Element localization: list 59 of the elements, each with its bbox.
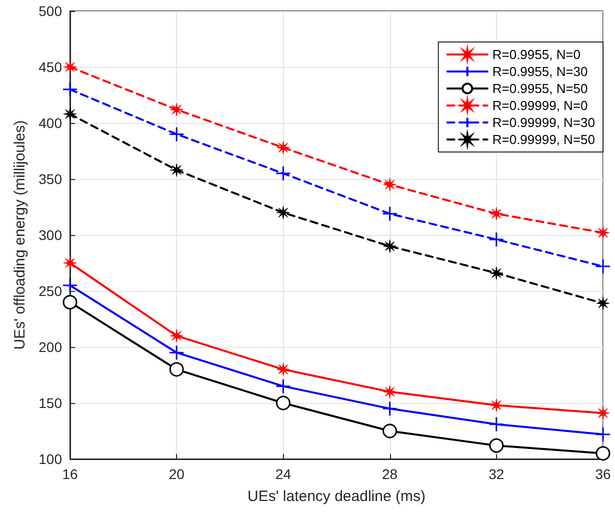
point [275, 378, 291, 394]
legend-label: R=0.9955, N=0 [492, 47, 581, 62]
point [170, 102, 184, 116]
y-tick-label: 200 [38, 339, 62, 355]
point [490, 206, 504, 220]
y-tick-label: 400 [38, 115, 62, 131]
x-tick-label: 16 [62, 466, 78, 482]
point [488, 416, 504, 432]
point [276, 396, 290, 410]
point [382, 206, 398, 222]
y-tick-label: 250 [38, 283, 62, 299]
point [170, 329, 184, 343]
point [383, 385, 397, 399]
point [595, 258, 611, 274]
point [170, 163, 184, 177]
legend-label: R=0.9955, N=30 [492, 64, 588, 79]
point [596, 226, 610, 240]
point [63, 256, 77, 270]
point [383, 178, 397, 192]
point [63, 107, 77, 121]
point [488, 232, 504, 248]
point [276, 206, 290, 220]
y-tick-label: 100 [38, 451, 62, 467]
legend-label: R=0.99999, N=0 [492, 98, 588, 113]
point [382, 400, 398, 416]
y-tick-label: 450 [38, 59, 62, 75]
y-tick-label: 500 [38, 3, 62, 19]
point [596, 296, 610, 310]
point [489, 438, 504, 453]
point [276, 140, 290, 154]
x-tick-label: 24 [275, 466, 292, 482]
x-tick-label: 32 [488, 466, 504, 482]
point [62, 294, 78, 310]
point [382, 424, 398, 438]
point [168, 344, 184, 360]
y-axis-title: UEs' offloading energy (millijoules) [12, 120, 29, 350]
point [168, 126, 184, 142]
legend-label: R=0.9955, N=50 [492, 81, 588, 96]
point [63, 60, 77, 74]
point [275, 166, 291, 182]
legend-label: R=0.99999, N=50 [492, 132, 596, 147]
point [169, 362, 184, 377]
point [62, 82, 78, 98]
y-tick-label: 350 [38, 171, 62, 187]
x-axis-title: UEs' latency deadline (ms) [248, 488, 426, 505]
point [62, 278, 78, 294]
x-tick-label: 28 [382, 466, 398, 482]
point [596, 446, 610, 461]
y-tick-label: 300 [38, 227, 62, 243]
point [490, 266, 504, 280]
point [276, 362, 290, 376]
y-tick-label: 150 [38, 395, 62, 411]
x-tick-label: 36 [595, 466, 611, 482]
legend-label: R=0.99999, N=30 [492, 115, 596, 130]
point [595, 426, 611, 442]
point [490, 398, 504, 412]
point [596, 406, 610, 420]
x-tick-label: 20 [168, 466, 185, 482]
point [383, 239, 397, 253]
